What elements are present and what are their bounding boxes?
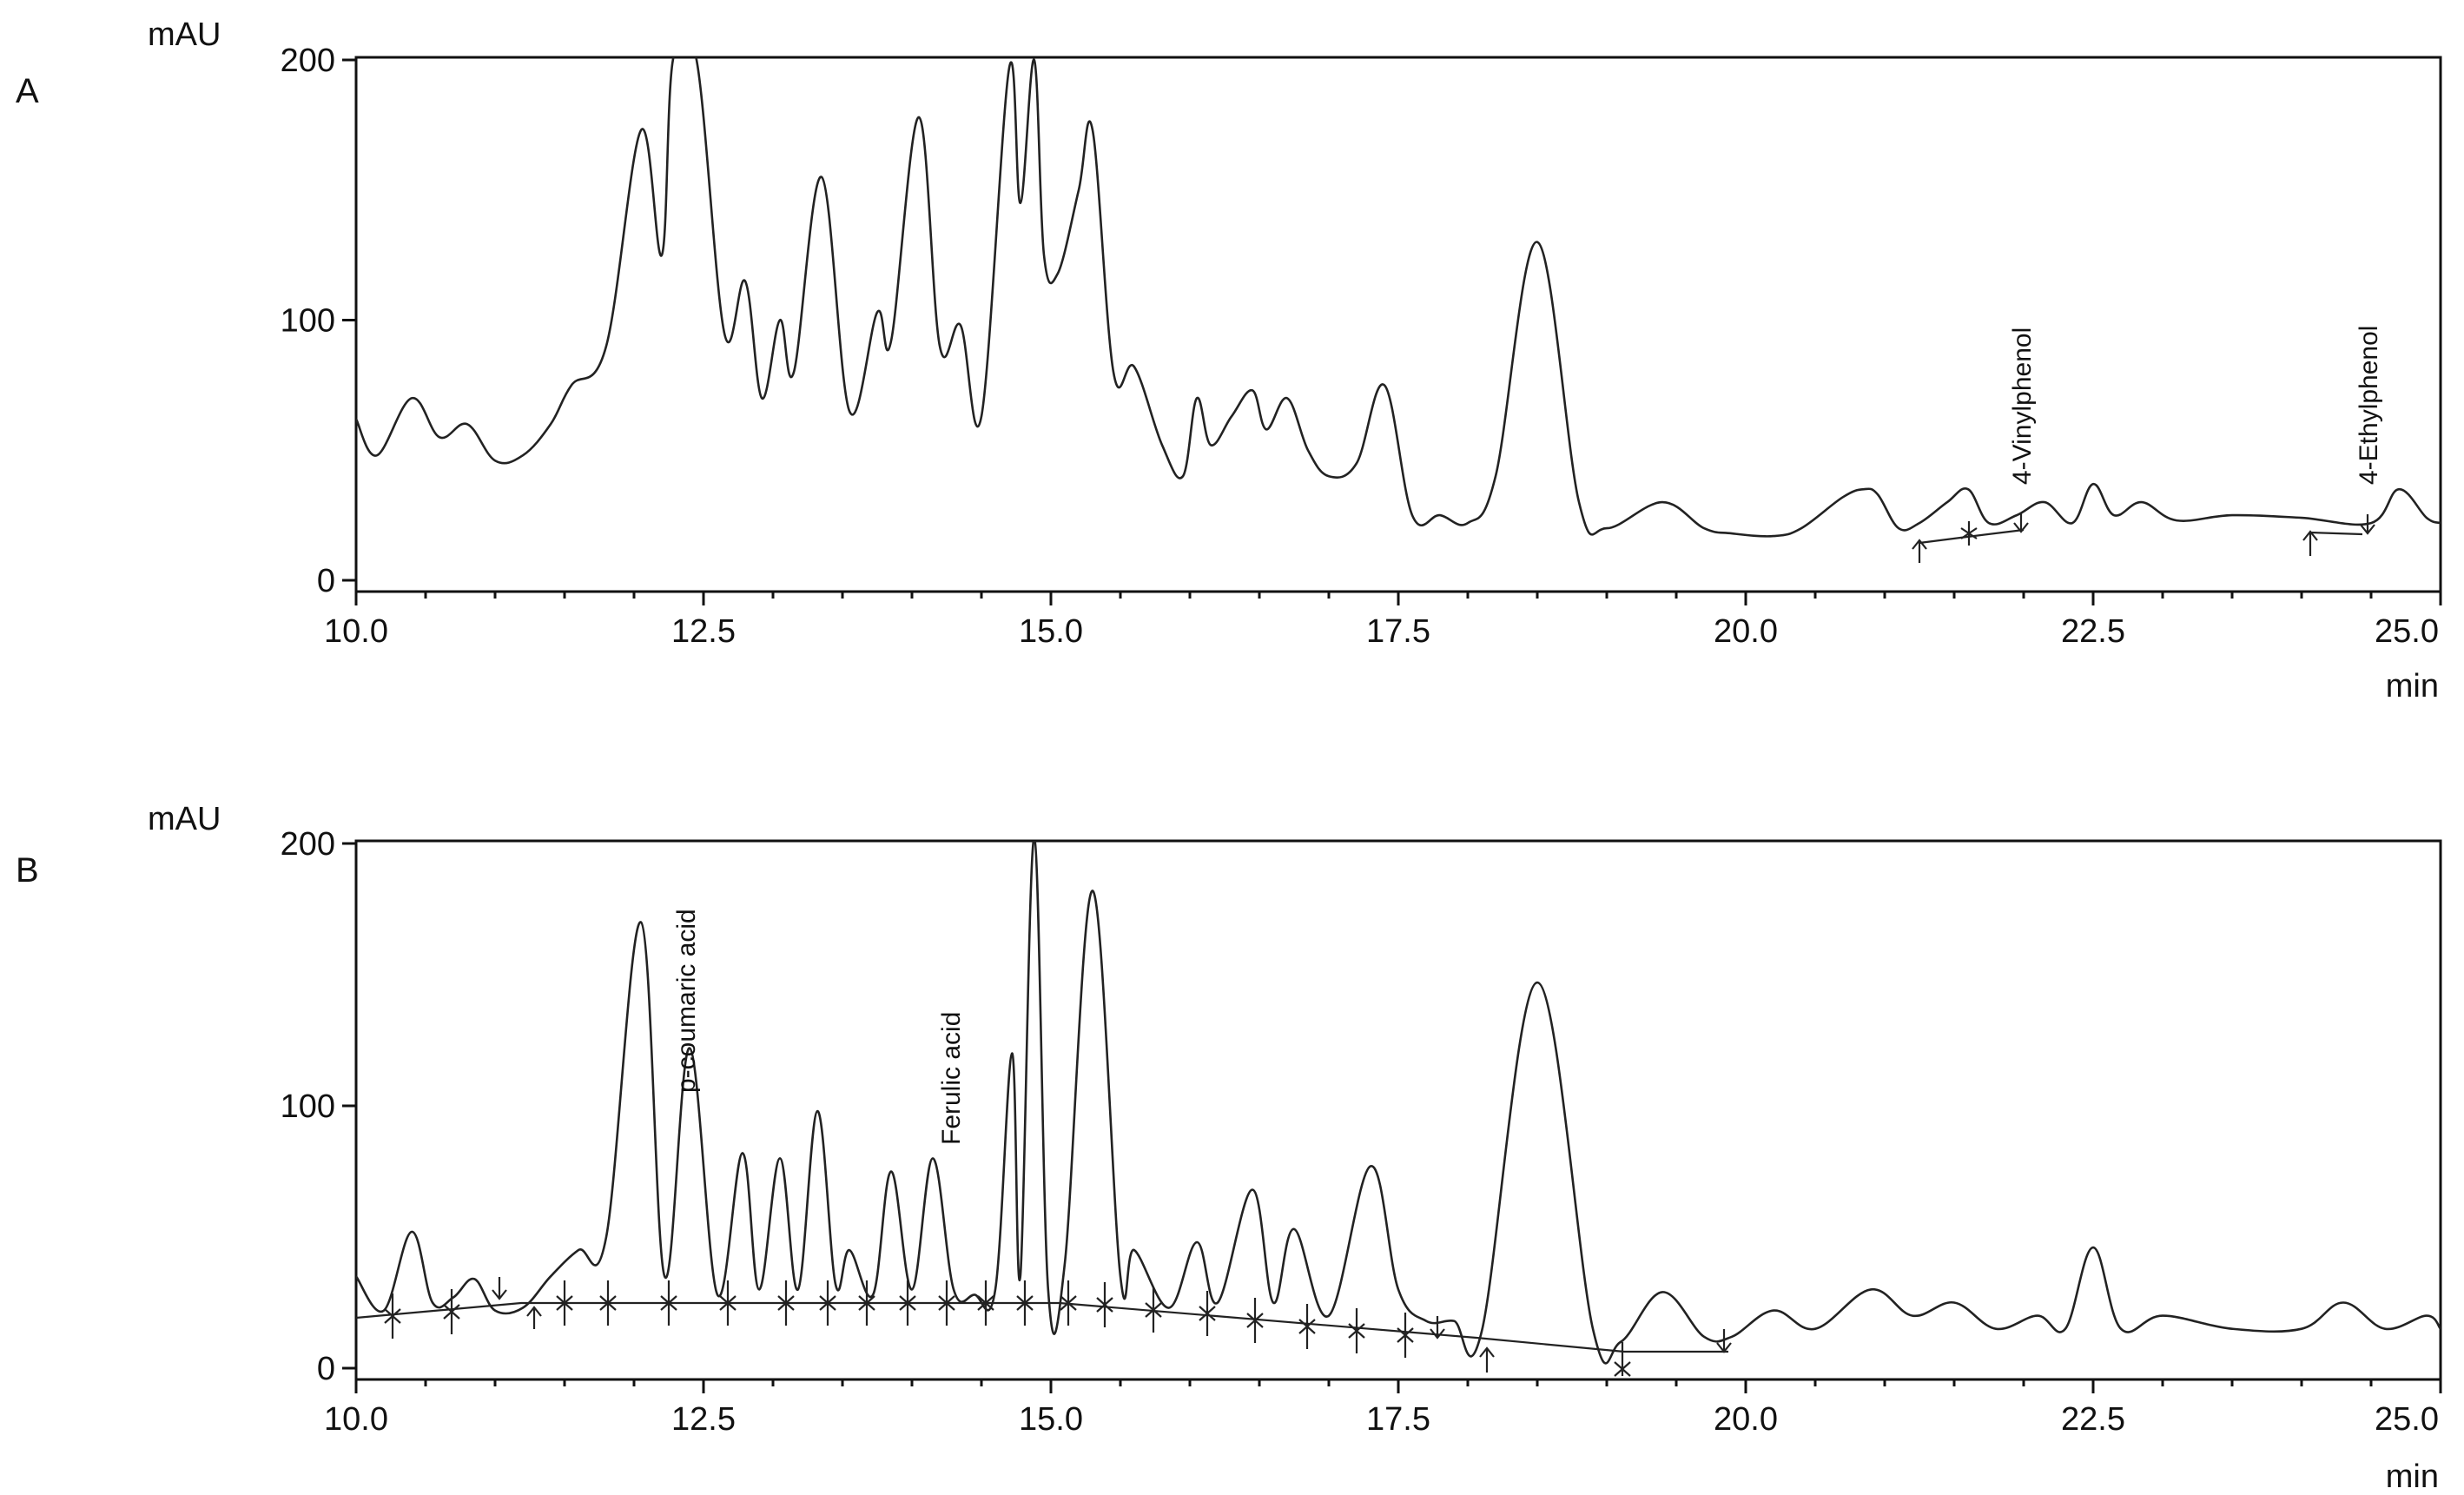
panel-a-y-axis: 0 100 200 — [281, 43, 356, 599]
chromatogram-panel-a: A mAU 0 100 200 10.0 12.5 15.0 17.5 20.0 22.5 25… — [16, 17, 2442, 705]
panel-a-x-axis: 10.0 12.5 15.0 17.5 20.0 22.5 25.0 — [324, 592, 2442, 650]
panel-b-letter: B — [16, 851, 39, 890]
annotation-ferulic-acid: Ferulic acid — [937, 1012, 966, 1145]
integration-marker — [1246, 1298, 1264, 1343]
integration-marker — [1397, 1313, 1414, 1358]
panel-a-integration-baseline — [1919, 528, 2025, 545]
integration-arrow — [1716, 1329, 1732, 1353]
panel-a-integration-markers — [1912, 513, 2375, 563]
x-tick-label: 12.5 — [671, 613, 736, 650]
chromatogram-panel-b: B mAU 0 100 200 10.0 12.5 15.0 17.5 20.0 22.5 25… — [16, 801, 2442, 1495]
y-tick-label: 200 — [281, 826, 335, 863]
integration-marker — [443, 1289, 460, 1334]
y-tick-label: 0 — [317, 1351, 335, 1387]
x-tick-label: 25.0 — [2375, 613, 2439, 650]
integration-marker — [384, 1293, 401, 1339]
panel-a-integration-baseline-2 — [2309, 531, 2363, 536]
x-tick-label: 17.5 — [1366, 613, 1430, 650]
annotation-4-vinylphenol: 4-Vinylphenol — [2008, 327, 2037, 485]
integration-marker — [556, 1280, 573, 1326]
annotation-4-ethylphenol: 4-Ethylphenol — [2355, 326, 2383, 485]
panel-b-chromatogram-trace — [356, 841, 2441, 1365]
panel-b-y-unit: mAU — [148, 801, 221, 837]
x-tick-label: 15.0 — [1019, 613, 1083, 650]
integration-marker — [719, 1280, 737, 1326]
y-tick-label: 200 — [281, 43, 335, 79]
x-tick-label: 17.5 — [1366, 1401, 1430, 1438]
integration-marker — [858, 1280, 875, 1326]
x-tick-label: 15.0 — [1019, 1401, 1083, 1438]
integration-marker — [1298, 1304, 1316, 1349]
integration-marker — [977, 1280, 994, 1326]
integration-marker — [1016, 1280, 1034, 1326]
integration-marker — [819, 1280, 836, 1326]
integration-marker — [777, 1280, 795, 1326]
integration-marker — [660, 1280, 677, 1326]
y-tick-label: 100 — [281, 1088, 335, 1125]
x-tick-label: 12.5 — [671, 1401, 736, 1438]
integration-arrow — [1430, 1316, 1445, 1340]
x-tick-label: 10.0 — [324, 613, 388, 650]
integration-marker — [938, 1280, 955, 1326]
x-tick-label: 20.0 — [1714, 1401, 1778, 1438]
panel-b-x-axis: 10.0 12.5 15.0 17.5 20.0 22.5 25.0 — [324, 1379, 2442, 1438]
integration-marker — [599, 1280, 617, 1326]
panel-a-x-unit: min — [2386, 668, 2439, 705]
panel-b-integration-markers — [384, 1277, 1732, 1377]
integration-arrow — [526, 1306, 542, 1329]
panel-b-x-unit: min — [2386, 1459, 2439, 1495]
x-tick-label: 20.0 — [1714, 613, 1778, 650]
integration-marker — [1060, 1280, 1077, 1326]
integration-marker — [1096, 1282, 1113, 1327]
integration-marker — [1145, 1287, 1162, 1333]
integration-arrow — [1614, 1342, 1631, 1377]
panel-b-y-axis: 0 100 200 — [281, 826, 356, 1387]
x-tick-label: 22.5 — [2061, 1401, 2125, 1438]
integration-marker — [1199, 1291, 1216, 1336]
x-tick-label: 10.0 — [324, 1401, 388, 1438]
panel-a-y-unit: mAU — [148, 17, 221, 53]
integration-marker — [899, 1280, 916, 1326]
annotation-p-coumaric-acid: p-coumaric acid — [672, 909, 701, 1093]
integration-arrow — [1479, 1346, 1495, 1373]
panel-a-letter: A — [16, 72, 39, 110]
panel-b-integration-baseline — [355, 1301, 1728, 1353]
integration-marker — [1348, 1308, 1365, 1353]
y-tick-label: 100 — [281, 303, 335, 340]
integration-arrow — [492, 1277, 507, 1300]
x-tick-label: 25.0 — [2375, 1401, 2439, 1438]
panel-a-chromatogram-trace — [356, 57, 2441, 538]
y-tick-label: 0 — [317, 563, 335, 599]
x-tick-label: 22.5 — [2061, 613, 2125, 650]
